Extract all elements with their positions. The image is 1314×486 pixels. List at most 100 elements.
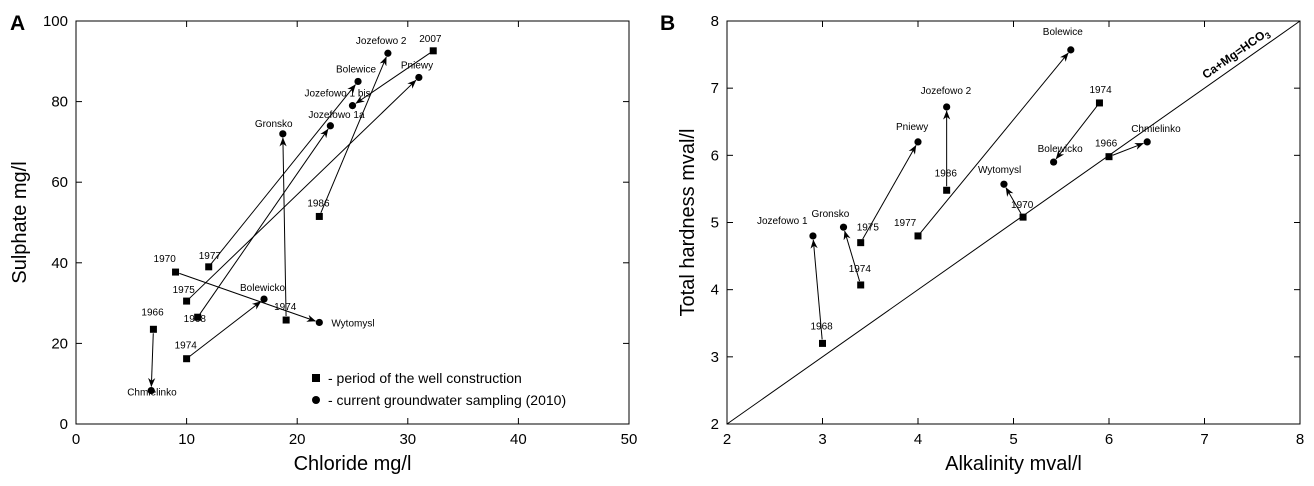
- sampling-2010-point: [1067, 46, 1075, 54]
- well-name-label: Gronsko: [255, 119, 293, 130]
- x-tick-label: 0: [72, 431, 80, 448]
- well-name-label: Wytomysl: [331, 318, 374, 329]
- well-construction-square: [914, 232, 922, 240]
- well-construction-square: [1095, 99, 1103, 107]
- sampling-2010-point: [839, 223, 848, 231]
- legend-entry-label: - current groundwater sampling (2010): [328, 392, 566, 408]
- well-construction-square: [205, 263, 213, 271]
- well-construction-square: [315, 212, 323, 220]
- plot-frame: [75, 20, 630, 425]
- y-tick-label: 5: [711, 215, 719, 232]
- sampling-2010-point: [348, 102, 357, 110]
- year-label: 1974: [1089, 85, 1112, 96]
- x-axis-label: Chloride mg/l: [294, 453, 412, 475]
- well-name-label: Jozefowo 1 bis: [305, 89, 371, 100]
- well-construction-square: [194, 313, 202, 321]
- year-label: 1974: [274, 302, 297, 313]
- x-tick-label: 4: [914, 431, 922, 448]
- year-label: 1986: [307, 198, 330, 209]
- well-name-label: Jozefowo 1: [757, 216, 808, 227]
- y-tick-label: 2: [711, 416, 719, 433]
- year-label: 1975: [173, 285, 196, 296]
- panel-letter: B: [660, 12, 675, 35]
- well-change-arrow: [148, 333, 156, 388]
- sampling-2010-point: [326, 122, 334, 130]
- sampling-2010-point: [809, 232, 817, 240]
- well-change-arrow: [1112, 142, 1144, 156]
- y-tick-label: 4: [711, 282, 719, 299]
- x-tick-label: 3: [818, 431, 826, 448]
- x-tick-label: 6: [1105, 431, 1113, 448]
- year-label: 1966: [141, 307, 164, 318]
- legend-circle-marker: [312, 396, 320, 404]
- well-construction-square: [282, 316, 290, 324]
- y-tick-label: 100: [43, 13, 68, 30]
- well-name-label: Bolewice: [1043, 27, 1083, 38]
- well-name-label: Bolewicko: [240, 283, 285, 294]
- year-label: 1975: [857, 223, 880, 234]
- well-change-arrow: [920, 52, 1069, 234]
- sampling-2010-point: [354, 77, 362, 86]
- well-name-label: Gronsko: [812, 209, 850, 220]
- well-name-label: Bolewicko: [1038, 144, 1083, 155]
- y-tick-label: 7: [711, 80, 719, 97]
- x-tick-label: 50: [621, 431, 638, 448]
- legend-square-marker: [312, 374, 320, 382]
- year-label: 1970: [154, 254, 177, 265]
- well-change-arrow: [355, 52, 431, 104]
- year-label: 1974: [175, 341, 198, 352]
- well-name-label: Jozefowo 2: [356, 36, 407, 47]
- well-change-arrow: [862, 144, 917, 240]
- x-tick-label: 2: [723, 431, 731, 448]
- well-name-label: Pniewy: [896, 122, 928, 133]
- well-construction-square: [149, 325, 157, 333]
- well-change-arrow: [843, 230, 861, 282]
- x-tick-label: 30: [399, 431, 416, 448]
- x-tick-label: 7: [1200, 431, 1208, 448]
- y-axis-label: Sulphate mg/l: [9, 161, 31, 283]
- well-name-label: Bolewice: [336, 64, 376, 75]
- year-label: 1977: [199, 251, 222, 262]
- well-construction-square: [183, 297, 191, 305]
- x-tick-label: 20: [289, 431, 306, 448]
- well-name-label: Wytomysl: [978, 165, 1021, 176]
- x-tick-label: 5: [1009, 431, 1017, 448]
- year-label: 1986: [935, 168, 958, 179]
- sampling-2010-point: [260, 295, 268, 303]
- sampling-2010-point: [914, 138, 922, 146]
- well-name-label: Jozefowo 2: [921, 86, 972, 97]
- reference-line-label: Ca+Mg=HCO3: [1200, 25, 1273, 83]
- y-tick-label: 0: [60, 416, 68, 433]
- x-tick-label: 8: [1296, 431, 1304, 448]
- year-label: 1977: [894, 218, 917, 229]
- sampling-2010-point: [415, 73, 423, 82]
- well-change-arrow: [279, 137, 287, 317]
- y-tick-label: 60: [51, 174, 68, 191]
- x-tick-label: 10: [178, 431, 195, 448]
- panel-letter: A: [10, 12, 25, 35]
- year-label: 2007: [419, 34, 442, 45]
- sampling-2010-point: [384, 49, 392, 57]
- sampling-2010-point: [1143, 138, 1151, 146]
- well-construction-square: [857, 281, 865, 289]
- well-name-label: Jozefowo 1a: [308, 110, 365, 121]
- sampling-2010-point: [943, 103, 951, 111]
- sampling-2010-point: [1000, 180, 1008, 188]
- well-change-arrow: [1005, 187, 1022, 214]
- y-tick-label: 80: [51, 94, 68, 111]
- x-axis-label: Alkalinity mval/l: [945, 453, 1082, 475]
- y-tick-label: 8: [711, 13, 719, 30]
- panel-b-chart: B 2 3 4 5 6 7 8 2 3 4 5 6 7 8 Alkalinity mval/l Total ha…: [660, 12, 1304, 475]
- y-tick-label: 40: [51, 255, 68, 272]
- well-construction-square: [943, 186, 951, 194]
- x-tick-label: 40: [510, 431, 527, 448]
- year-label: 1970: [1011, 200, 1034, 211]
- well-change-arrow: [179, 272, 316, 322]
- sampling-2010-point: [1050, 158, 1058, 166]
- year-label: 1968: [184, 314, 207, 325]
- well-construction-square: [172, 268, 180, 276]
- well-construction-square: [429, 47, 437, 55]
- sampling-2010-point: [147, 386, 155, 395]
- sampling-2010-point: [279, 130, 287, 138]
- well-construction-square: [857, 239, 865, 247]
